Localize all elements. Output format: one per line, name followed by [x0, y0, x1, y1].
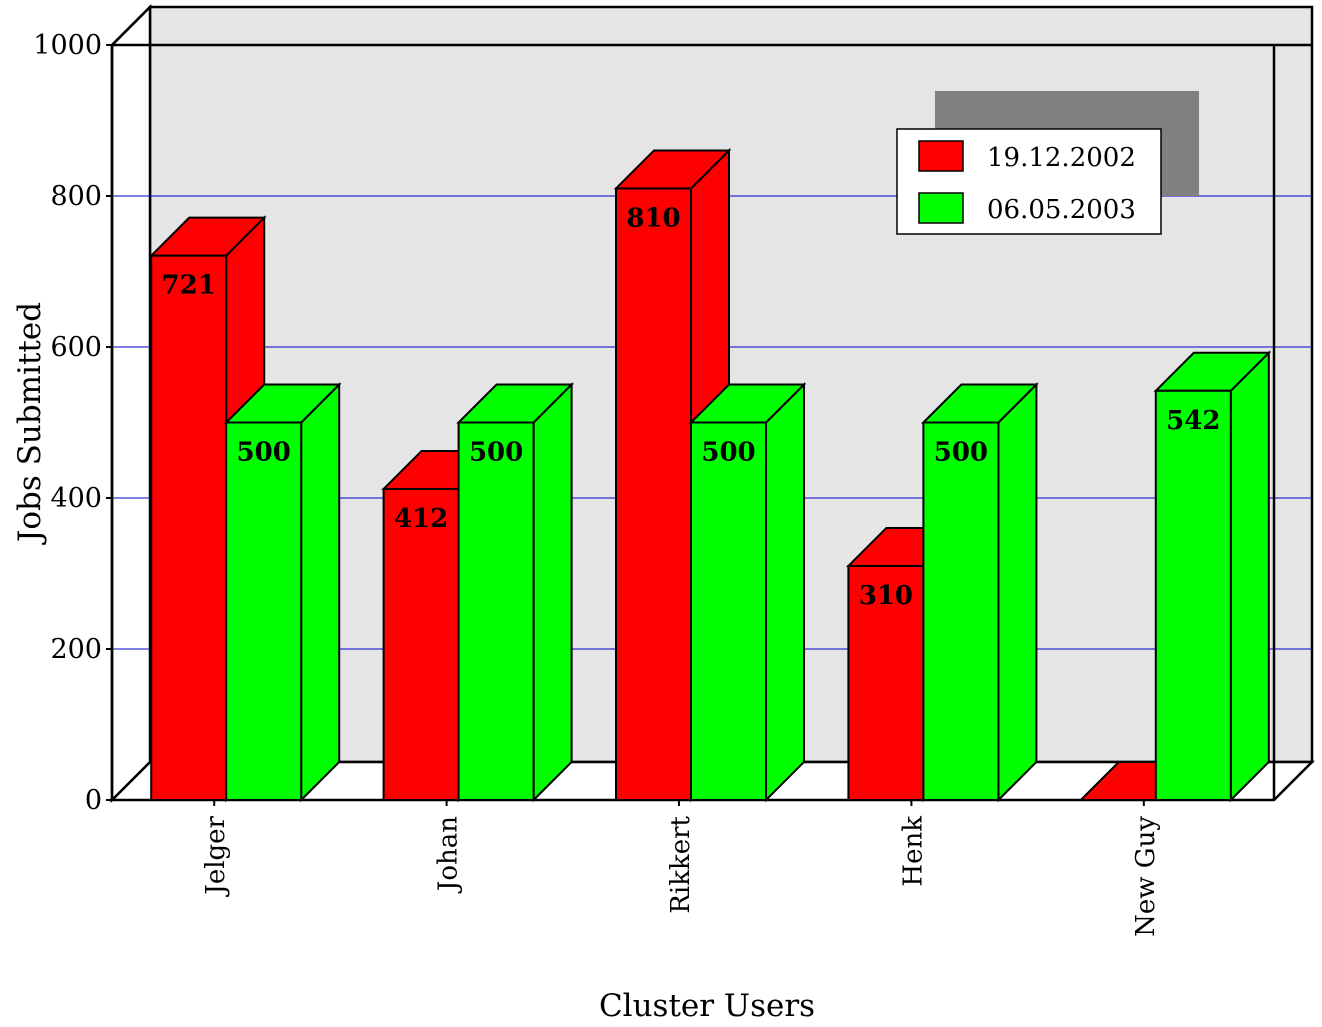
y-tick-label: 0	[85, 785, 102, 816]
y-tick-label: 200	[50, 634, 102, 665]
x-tick-label: New Guy	[1131, 816, 1161, 937]
data-label: 721	[162, 271, 216, 301]
y-tick-label: 800	[50, 181, 102, 212]
bar	[615, 187, 692, 801]
bar-side	[532, 382, 573, 803]
bar-side	[765, 382, 805, 803]
data-label: 810	[626, 203, 680, 233]
data-label: 500	[469, 438, 523, 468]
x-tick-label: Rikkert	[666, 815, 696, 913]
legend-label: 19.12.2002	[987, 143, 1136, 173]
top-frame-edge	[111, 6, 151, 46]
x-axis-title: Cluster Users	[599, 988, 815, 1024]
legend-swatch	[918, 140, 964, 172]
y-tick-labels: 0 200 400 600 800 1000	[33, 30, 102, 816]
bar	[457, 421, 535, 801]
data-label: 412	[394, 504, 448, 534]
bar	[922, 421, 1000, 801]
bar	[150, 254, 228, 801]
x-tick-label: Henk	[898, 816, 928, 887]
x-tick-label: Jelger	[201, 815, 231, 897]
axes	[106, 6, 1312, 806]
legend-label: 06.05.2003	[987, 195, 1136, 225]
y-axis-title: Jobs Submitted	[12, 302, 48, 545]
x-tick-label: Johan	[434, 816, 464, 894]
data-label: 500	[701, 438, 755, 468]
bar	[847, 564, 925, 802]
bar	[382, 487, 460, 801]
bars: 721 500 412 500 810 500 310 500 542	[148, 148, 1272, 803]
bar-side	[300, 382, 341, 803]
bar-side	[1229, 350, 1270, 803]
bar	[690, 421, 767, 801]
bar	[225, 421, 303, 801]
y-tick-label: 1000	[33, 30, 102, 61]
legend: 19.12.2002 06.05.2003	[896, 91, 1199, 235]
bar	[1154, 389, 1232, 801]
side-wall	[110, 3, 152, 804]
data-label: 500	[237, 438, 291, 468]
y-tick-label: 400	[50, 483, 102, 514]
bar-side	[997, 382, 1038, 803]
x-tick-labels: Jelger Johan Rikkert Henk New Guy	[201, 815, 1161, 936]
data-label: 542	[1166, 406, 1220, 436]
data-label: 310	[859, 581, 913, 611]
y-tick-label: 600	[50, 332, 102, 363]
legend-swatch	[918, 192, 964, 224]
data-label: 500	[934, 438, 988, 468]
